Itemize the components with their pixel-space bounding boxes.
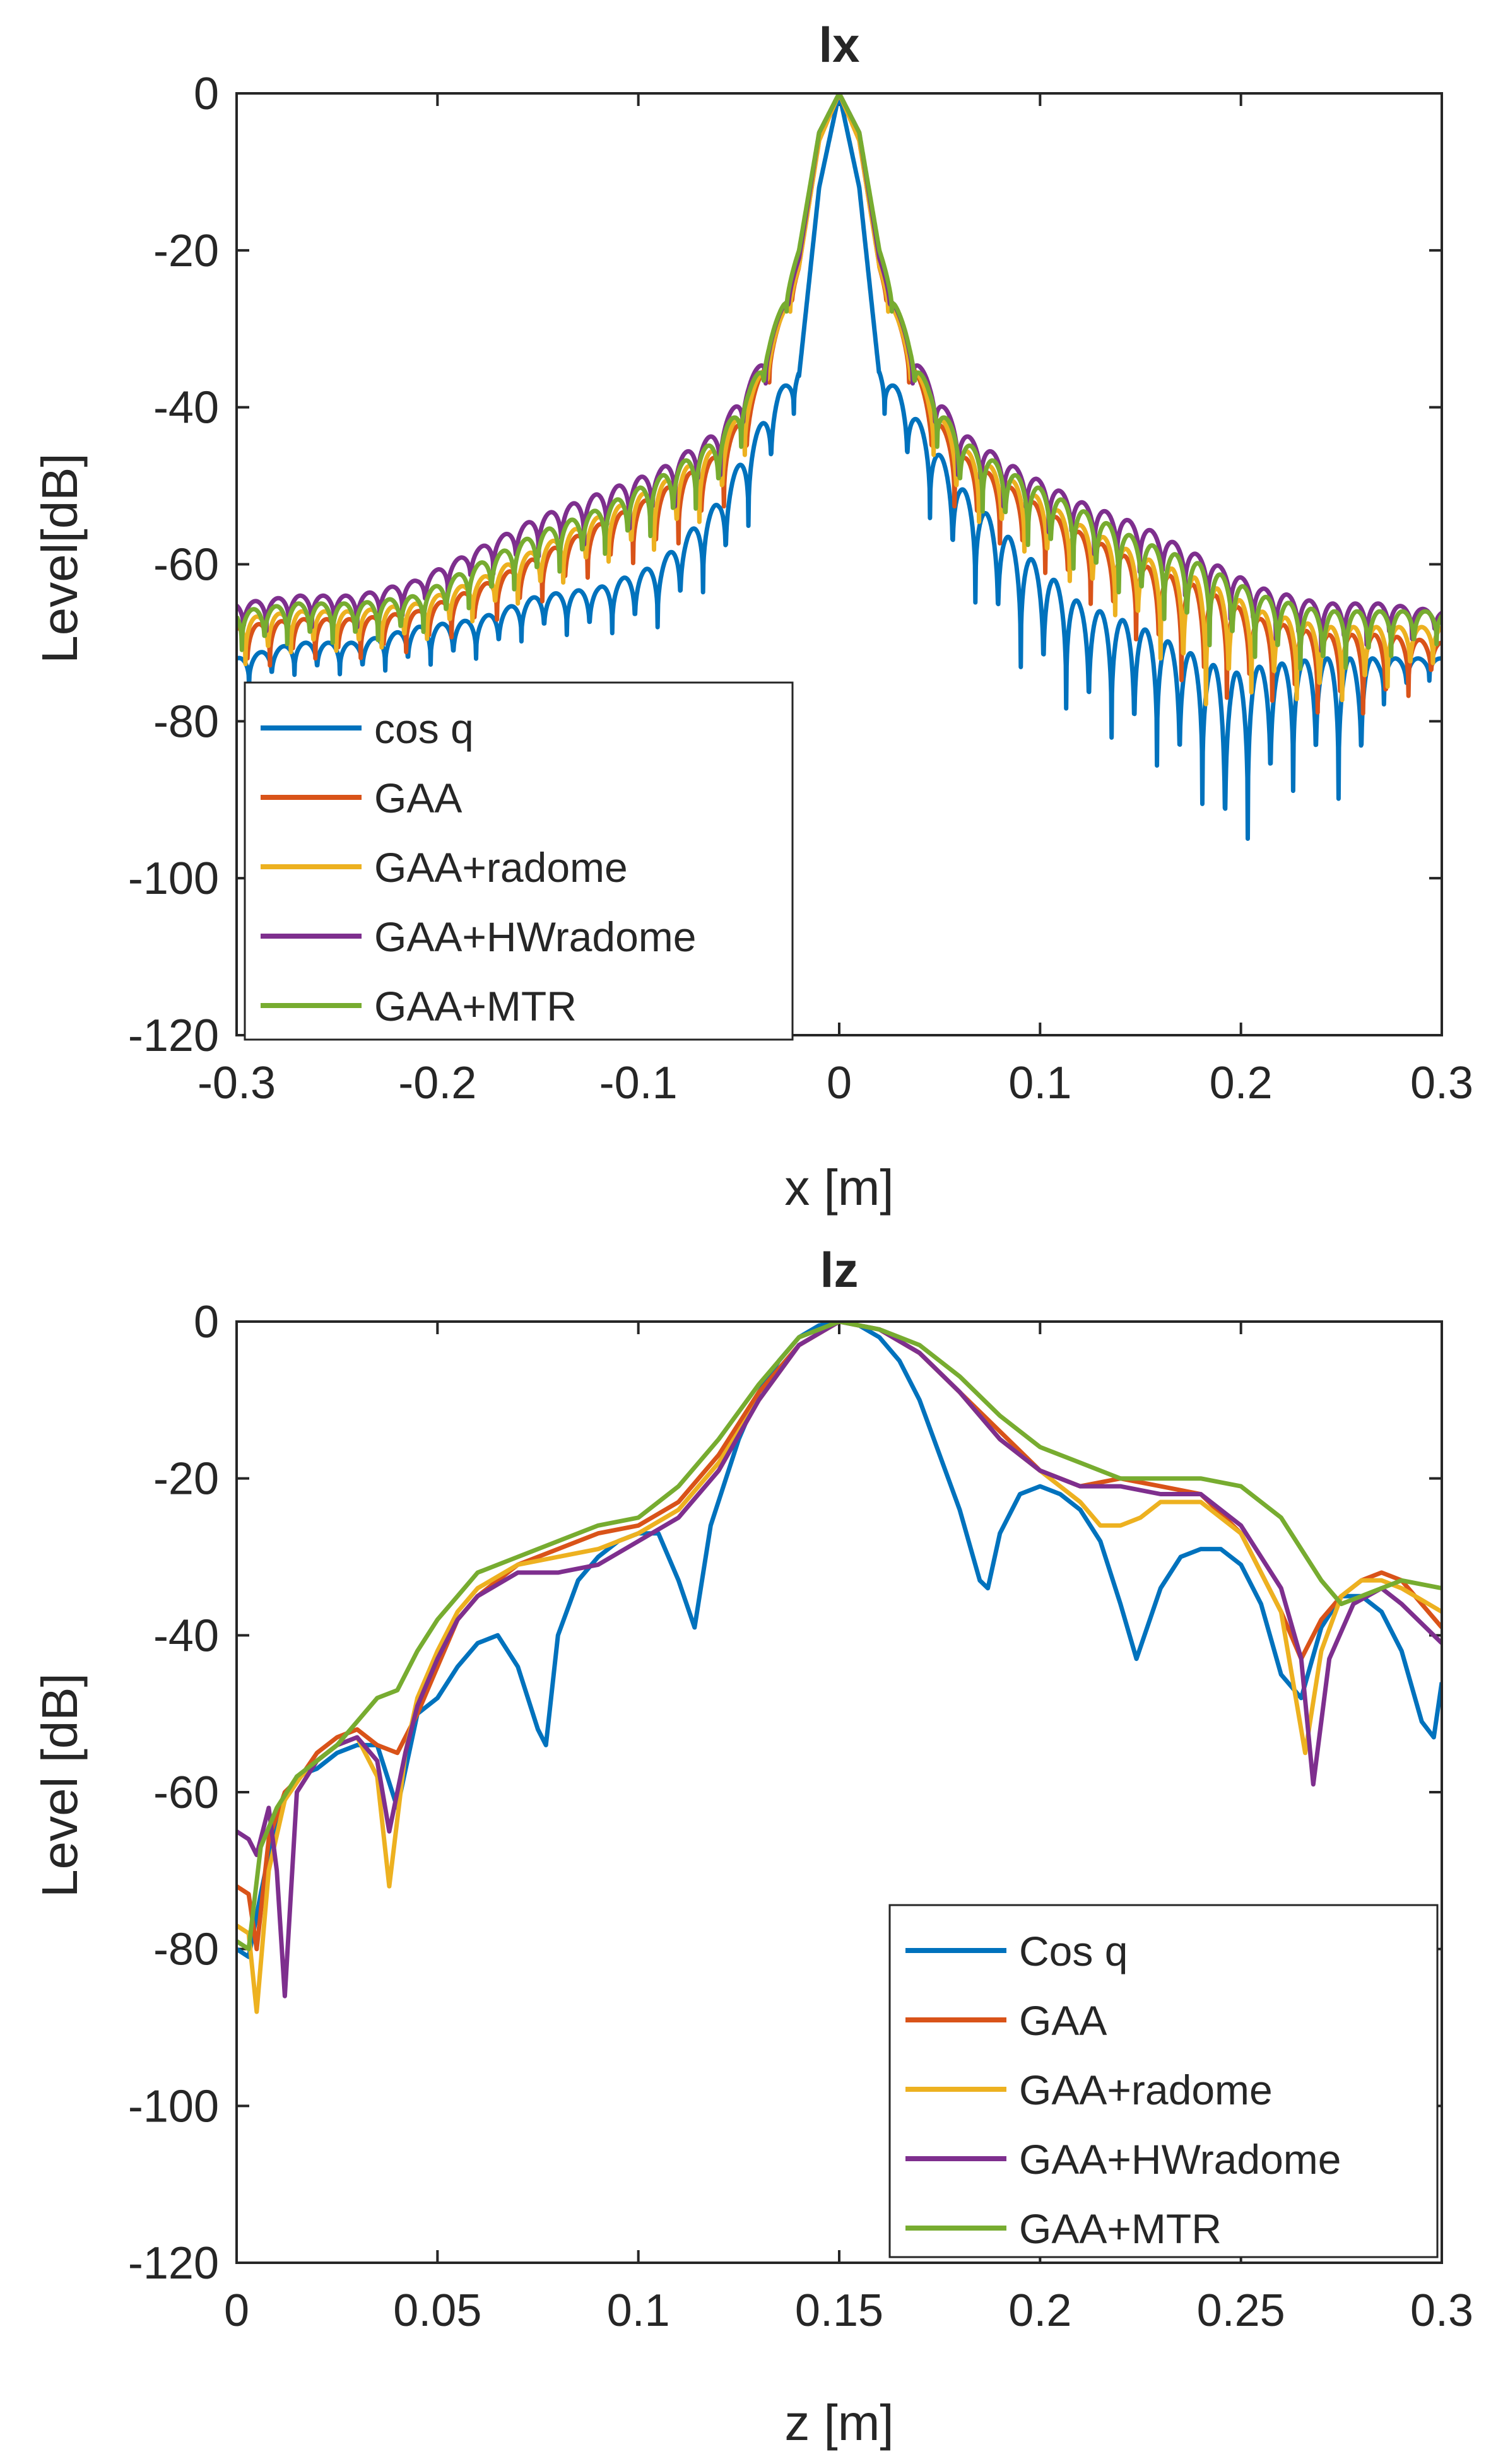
axis-ticks: 0 0.05 0.1 0.15 0.2 0.25 0.3 0 -20 -40 -60 -80 -100 -…	[128, 1297, 1473, 2336]
series-line	[237, 93, 1442, 653]
legend-label: GAA+MTR	[1019, 2205, 1222, 2252]
y-tick-label: 0	[194, 1297, 219, 1347]
legend-label: GAA+HWradome	[1019, 2136, 1341, 2183]
x-tick-label: -0.3	[197, 1058, 276, 1108]
series-line	[237, 1322, 1442, 1998]
legend-label: GAA+HWradome	[374, 913, 696, 960]
x-axis-label: z [m]	[784, 2395, 893, 2451]
y-axis-label: Level [dB]	[32, 1673, 88, 1898]
x-tick-label: 0.25	[1197, 2285, 1285, 2336]
y-tick-label: -80	[153, 696, 219, 747]
series-line	[237, 93, 1442, 707]
series-line	[237, 1322, 1442, 1959]
axes-box	[235, 92, 1443, 1036]
chart-lz: lz Level [dB] z [m] 0 0.05 0.1 0.15 0.2 0.25 0…	[32, 1242, 1473, 2451]
x-tick-label: -0.2	[398, 1058, 476, 1108]
axis-ticks: -0.3 -0.2 -0.1 0 0.1 0.2 0.3 0 -20 -40 -60 -80 -100 -…	[128, 69, 1473, 1108]
x-tick-label: 0.15	[795, 2285, 883, 2336]
y-tick-label: -40	[153, 1610, 219, 1661]
x-tick-label: 0	[827, 1058, 852, 1108]
legend-label: Cos q	[1019, 1928, 1128, 1974]
y-tick-label: -120	[128, 2238, 219, 2289]
x-tick-label: 0.2	[1210, 1058, 1273, 1108]
y-axis-label: Level[dB]	[32, 453, 88, 664]
legend-box	[888, 1904, 1439, 2258]
legend-label: GAA+radome	[1019, 2067, 1273, 2113]
y-tick-label: -20	[153, 226, 219, 276]
legend-label: cos q	[374, 705, 474, 752]
x-tick-label: 0.3	[1410, 2285, 1473, 2336]
x-axis-label: x [m]	[784, 1159, 893, 1216]
x-tick-label: 0.1	[1008, 1058, 1071, 1108]
y-tick-label: 0	[194, 69, 219, 119]
x-tick-label: 0.05	[393, 2285, 481, 2336]
x-tick-label: 0.3	[1410, 1058, 1473, 1108]
y-tick-label: -120	[128, 1011, 219, 1061]
y-tick-label: -100	[128, 854, 219, 904]
legend-box	[244, 681, 794, 1041]
y-tick-label: -60	[153, 540, 219, 590]
chart-title: lz	[820, 1242, 859, 1298]
axes-box	[235, 1320, 1443, 2264]
chart-title: lx	[818, 17, 859, 73]
series-line	[237, 93, 1442, 716]
y-tick-label: -20	[153, 1454, 219, 1505]
legend-label: GAA	[1019, 1997, 1107, 2044]
series-line	[237, 93, 1442, 671]
legend-label: GAA+radome	[374, 844, 628, 891]
legend-label: GAA	[374, 775, 462, 821]
plot-area	[237, 93, 1442, 841]
series-line	[237, 1322, 1442, 1952]
legend: Cos q GAA GAA+radome GAA+HWradome GAA+MTR	[888, 1904, 1439, 2258]
x-tick-label: 0.1	[607, 2285, 670, 2336]
plot-area	[237, 1322, 1442, 2014]
y-tick-label: -100	[128, 2081, 219, 2132]
x-tick-label: 0	[224, 2285, 249, 2336]
x-tick-label: 0.2	[1008, 2285, 1071, 2336]
legend: cos q GAA GAA+radome GAA+HWradome GAA+MTR	[244, 681, 794, 1041]
x-tick-label: -0.1	[599, 1058, 678, 1108]
legend-label: GAA+MTR	[374, 983, 577, 1030]
y-tick-label: -80	[153, 1925, 219, 1975]
series-line	[237, 1322, 1442, 1952]
chart-lx: lx Level[dB] x [m] -0.3 -0.2 -0.1 0 0.1 0.2 0.…	[32, 17, 1473, 1216]
y-tick-label: -60	[153, 1768, 219, 1818]
y-tick-label: -40	[153, 383, 219, 433]
series-line	[237, 93, 1442, 841]
